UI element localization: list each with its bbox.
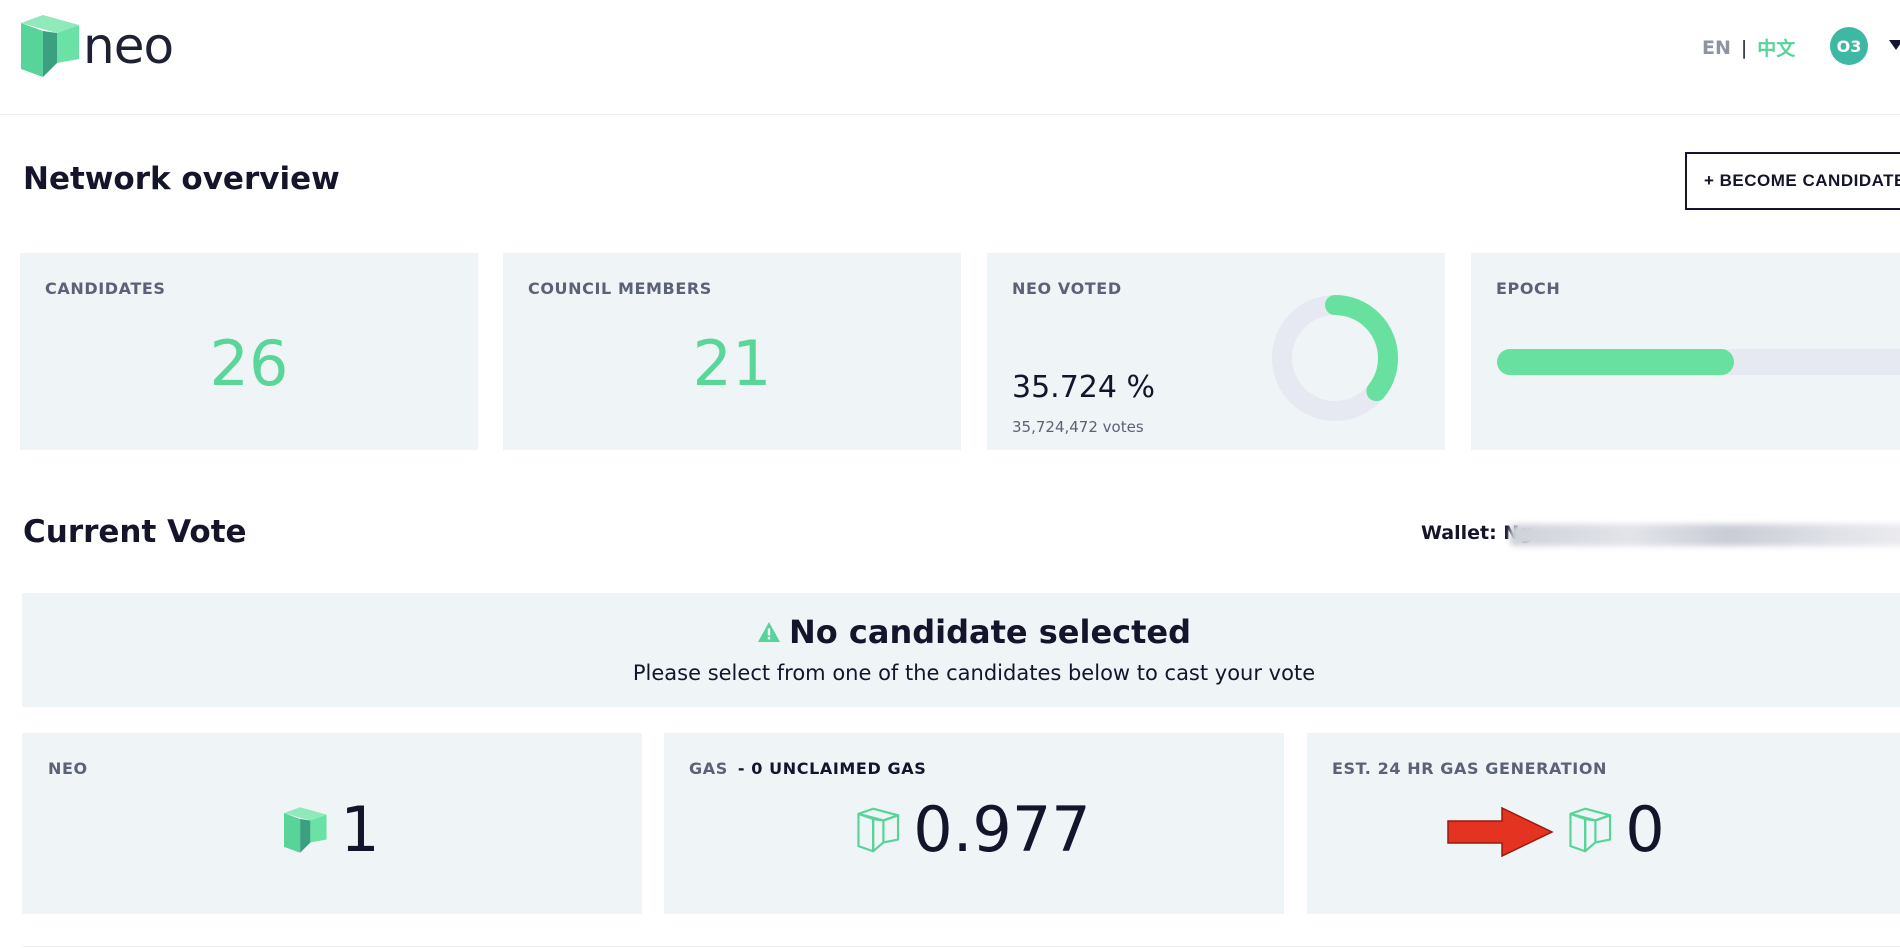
candidates-card: CANDIDATES 26 [20, 253, 478, 450]
gas-balance-value: 0.977 [913, 793, 1091, 866]
gas-token-icon [1569, 807, 1612, 853]
gas-balance-card: GAS - 0 UNCLAIMED GAS 0.977 [664, 733, 1284, 914]
current-vote-title: Current Vote [23, 514, 247, 550]
council-members-label: COUNCIL MEMBERS [528, 279, 712, 298]
neo-logo-icon [21, 15, 79, 77]
gas-generation-label: EST. 24 HR GAS GENERATION [1332, 759, 1608, 778]
epoch-label: EPOCH [1496, 279, 1561, 298]
wallet-address: Wallet: Ng [1421, 522, 1533, 544]
neo-token-icon [284, 807, 327, 853]
notice-subtitle: Please select from one of the candidates… [632, 661, 1316, 685]
gas-token-icon [857, 807, 900, 853]
gas-balance-label: GAS - 0 UNCLAIMED GAS [689, 759, 926, 778]
council-members-count: 21 [692, 327, 772, 400]
warning-icon [757, 622, 780, 642]
neo-logo[interactable]: neo [21, 15, 174, 77]
neo-balance-value-row: 1 [22, 799, 642, 861]
unclaimed-gas-label: - 0 UNCLAIMED GAS [737, 759, 927, 778]
no-candidate-notice: No candidate selected Please select from… [22, 593, 1900, 707]
neo-balance-label: NEO [48, 759, 88, 778]
network-overview-title: Network overview [23, 161, 340, 197]
neo-voted-count: 35,724,472 votes [1012, 418, 1144, 436]
wallet-avatar[interactable]: O3 [1830, 27, 1868, 65]
council-members-card: COUNCIL MEMBERS 21 [503, 253, 961, 450]
candidates-count: 26 [209, 327, 289, 400]
red-arrow-icon [1447, 806, 1554, 858]
language-switch: EN | 中文 [1702, 34, 1795, 61]
neo-voted-donut [1272, 295, 1398, 421]
gas-label: GAS [689, 759, 728, 778]
notice-title: No candidate selected [22, 613, 1900, 651]
top-header: neo EN | 中文 O3 [0, 0, 1900, 115]
bottom-divider [22, 946, 1900, 947]
gas-generation-card: EST. 24 HR GAS GENERATION 0 [1307, 733, 1900, 914]
lang-zh-link[interactable]: 中文 [1757, 38, 1796, 60]
epoch-progress-track [1497, 349, 1900, 375]
epoch-progress-fill [1497, 349, 1735, 375]
epoch-card: EPOCH [1471, 253, 1900, 450]
gas-generation-value: 0 [1625, 793, 1665, 866]
neo-voted-percent: 35.724 % [1012, 370, 1156, 405]
donut-arc [1272, 295, 1398, 421]
gas-generation-value-row: 0 [1307, 799, 1900, 861]
neo-voted-card: NEO VOTED 35.724 % 35,724,472 votes [987, 253, 1445, 450]
neo-voted-label: NEO VOTED [1012, 279, 1122, 298]
gas-balance-value-row: 0.977 [664, 799, 1284, 861]
lang-separator: | [1740, 36, 1748, 59]
lang-en-link[interactable]: EN [1702, 36, 1731, 59]
logo-text: neo [83, 17, 174, 75]
candidates-label: CANDIDATES [45, 279, 166, 298]
neo-balance-card: NEO 1 [22, 733, 642, 914]
chevron-down-icon[interactable] [1889, 40, 1900, 50]
become-candidate-button[interactable]: + BECOME CANDIDATE [1685, 152, 1900, 210]
neo-balance-value: 1 [340, 793, 380, 866]
notice-title-text: No candidate selected [788, 613, 1192, 651]
wallet-address-redacted [1510, 524, 1900, 546]
